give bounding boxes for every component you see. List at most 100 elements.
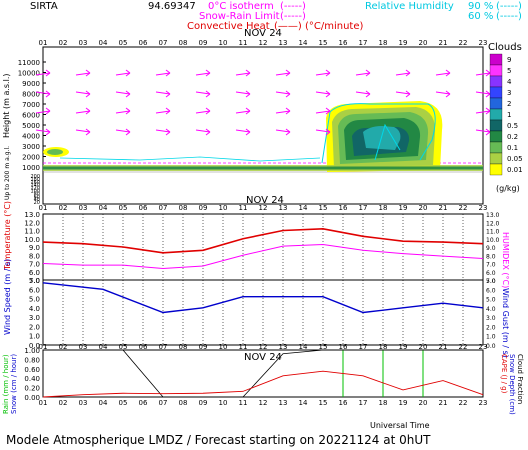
x-tick-label-top: 22 bbox=[459, 39, 468, 47]
y-tick-label-gust: 6.0 bbox=[486, 287, 496, 294]
cloud-legend-level: 0.1 bbox=[507, 144, 518, 152]
wind-arrowhead bbox=[165, 69, 171, 77]
x-tick-label-precip-top: 17 bbox=[359, 343, 368, 351]
rh-contour-low bbox=[59, 156, 321, 162]
y-tick-label-wind: 0.0 bbox=[29, 342, 40, 350]
x-tick-label-bottom: 19 bbox=[399, 399, 408, 407]
y-tick-label-gust: 3.0 bbox=[486, 315, 496, 322]
x-tick-label-precip-top: 20 bbox=[419, 343, 428, 351]
x-tick-label-precip-top: 14 bbox=[299, 343, 308, 351]
wind-arrow bbox=[195, 91, 211, 95]
cloud-legend-level: 0.05 bbox=[507, 155, 523, 163]
x-tick-label-precip-top: 10 bbox=[219, 343, 228, 351]
x-tick-label-top: 01 bbox=[39, 39, 48, 47]
wind-arrowhead bbox=[45, 128, 51, 136]
wind-arrow bbox=[475, 72, 491, 76]
wind-arrowhead bbox=[285, 69, 291, 77]
coords-label: 94.69347 bbox=[148, 1, 196, 12]
x-tick-label-bottom: 14 bbox=[299, 399, 308, 407]
legend-rh90: 90 % bbox=[468, 1, 493, 12]
y-tick-label-wind: 1.0 bbox=[29, 333, 40, 341]
y-tick-label-temp: 13.0 bbox=[24, 211, 40, 219]
x-tick-label-precip-top: 13 bbox=[279, 343, 288, 351]
rh-contour-60 bbox=[374, 123, 401, 161]
cloud-legend-level: 5 bbox=[507, 67, 511, 75]
wind-arrow bbox=[155, 110, 171, 114]
wind-arrowhead bbox=[85, 107, 91, 115]
wind-arrow bbox=[195, 110, 211, 114]
x-tick-label-bottom: 23 bbox=[479, 399, 488, 407]
wind-arrow bbox=[75, 72, 91, 76]
y-tick-label-temp: 5.0 bbox=[29, 277, 40, 285]
wind-arrow bbox=[35, 110, 51, 114]
y-tick-label-gust: 5.0 bbox=[486, 297, 496, 304]
y-tick-label-humidex: 6.0 bbox=[486, 270, 496, 277]
wind-arrowhead bbox=[445, 69, 451, 77]
wind-arrowhead bbox=[125, 107, 131, 115]
wind-arrowhead bbox=[365, 69, 371, 77]
x-tick-label-bottom: 01 bbox=[39, 399, 48, 407]
wind-arrow bbox=[235, 110, 251, 114]
wind-arrow bbox=[315, 129, 331, 133]
wind-arrow bbox=[275, 129, 291, 133]
y-tick-label-low: 40 bbox=[34, 197, 40, 203]
cloud-legend-level: 0.5 bbox=[507, 122, 518, 130]
wind-arrow bbox=[435, 72, 451, 76]
cloud-legend-swatch bbox=[489, 86, 503, 99]
wind-arrow bbox=[115, 129, 131, 133]
wind-arrowhead bbox=[325, 69, 331, 77]
x-tick-label-precip-top: 02 bbox=[59, 343, 68, 351]
x-tick-label-top: 19 bbox=[399, 39, 408, 47]
x-tick-label-top: 03 bbox=[79, 39, 88, 47]
x-tick-label-precip-top: 03 bbox=[79, 343, 88, 351]
y-tick-label-wind: 2.0 bbox=[29, 323, 40, 331]
wind-arrow bbox=[355, 91, 371, 95]
x-tick-label-precip-top: 01 bbox=[39, 343, 48, 351]
x-tick-label-precip-top: 04 bbox=[99, 343, 108, 351]
x-tick-label-mid: 15 bbox=[319, 204, 328, 212]
y-tick-label-precip: 0.00 bbox=[24, 394, 40, 402]
x-tick-label-bottom: 09 bbox=[199, 399, 208, 407]
x-tick-label-bottom: 18 bbox=[379, 399, 388, 407]
x-tick-label-precip-top: 05 bbox=[119, 343, 128, 351]
x-tick-label-mid: 21 bbox=[439, 204, 448, 212]
wind-arrowhead bbox=[485, 107, 491, 115]
universal-time-label: Universal Time bbox=[370, 421, 430, 430]
wind-speed-line bbox=[42, 282, 484, 314]
x-tick-label-mid: 08 bbox=[179, 204, 188, 212]
ylabel-cape: CAPE (J / g) bbox=[500, 354, 508, 394]
x-tick-label-precip-top: 21 bbox=[439, 343, 448, 351]
y-tick-label-temp: 7.0 bbox=[29, 261, 40, 269]
x-tick-label-top: 05 bbox=[119, 39, 128, 47]
y-tick-label-humidex: 10.0 bbox=[486, 237, 500, 244]
wind-arrowhead bbox=[405, 69, 411, 77]
y-tick-label-low: 60 bbox=[34, 194, 40, 200]
x-tick-label-precip-top: 08 bbox=[179, 343, 188, 351]
cloud-legend-level: 4 bbox=[507, 78, 512, 86]
cloud-legend-swatch bbox=[489, 97, 503, 110]
cloud-legend-unit: (g/kg) bbox=[496, 184, 520, 193]
y-tick-label-humidex: 12.0 bbox=[486, 220, 500, 227]
cloud-legend-swatch bbox=[489, 130, 503, 143]
x-tick-label-precip-top: 16 bbox=[339, 343, 348, 351]
x-tick-label-mid: 03 bbox=[79, 204, 88, 212]
wind-arrowhead bbox=[485, 128, 491, 136]
x-tick-label-top: 06 bbox=[139, 39, 148, 47]
wind-arrow bbox=[435, 91, 451, 95]
y-tick-label-height: 6000 bbox=[22, 112, 40, 120]
wind-arrowhead bbox=[165, 107, 171, 115]
y-tick-label-wind: 5.0 bbox=[29, 296, 40, 304]
wind-arrowhead bbox=[285, 107, 291, 115]
y-tick-label-humidex: 13.0 bbox=[486, 212, 500, 219]
x-tick-label-precip-top: 09 bbox=[199, 343, 208, 351]
x-tick-label-top: 11 bbox=[239, 39, 248, 47]
x-tick-label-precip-top: 23 bbox=[479, 343, 488, 351]
wind-arrowhead bbox=[45, 69, 51, 77]
y-tick-label-precip: 1.00 bbox=[24, 347, 40, 355]
x-tick-label-top: 10 bbox=[219, 39, 228, 47]
y-tick-label-height: 11000 bbox=[18, 59, 40, 67]
wind-arrowhead bbox=[485, 69, 491, 77]
y-tick-label-height: 5000 bbox=[22, 122, 40, 130]
x-tick-label-mid: 17 bbox=[359, 204, 368, 212]
wind-arrowhead bbox=[365, 90, 371, 98]
